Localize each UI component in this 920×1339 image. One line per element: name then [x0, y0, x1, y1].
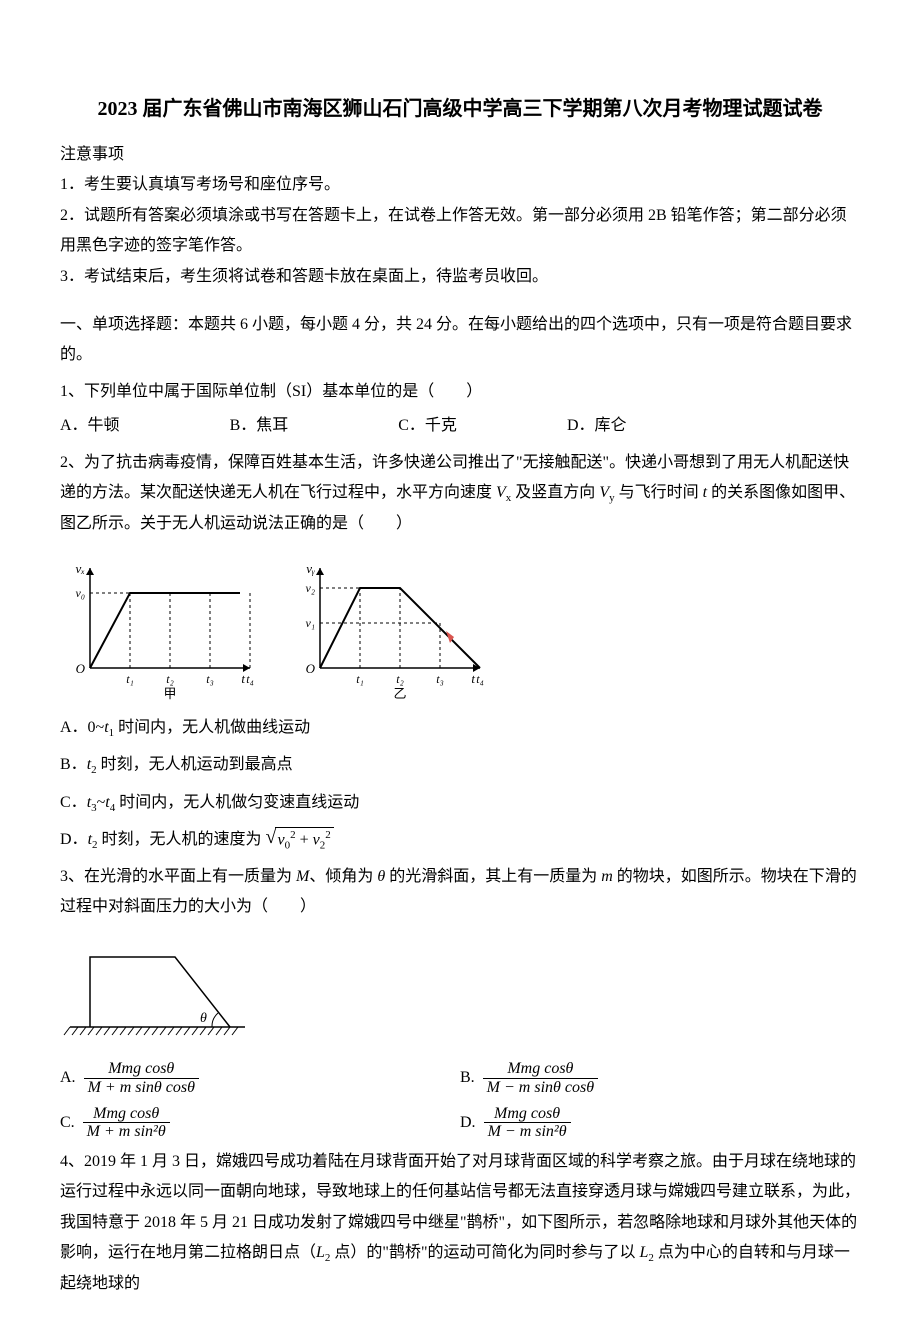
svg-text:t: t [241, 671, 245, 686]
q3a-num: Mmg cosθ [104, 1060, 178, 1078]
q2b-post: 时刻，无人机运动到最高点 [97, 756, 293, 773]
q3d-frac: Mmg cosθ M − m sin²θ [484, 1105, 571, 1141]
q1-opt-d: D．库仑 [567, 411, 627, 441]
svg-text:v₁: v₁ [306, 616, 316, 630]
notice-item-1: 1．考生要认真填写考场号和座位序号。 [60, 170, 860, 200]
q3b-label: B. [460, 1063, 475, 1093]
q2-mid1: 及竖直方向 [511, 484, 599, 501]
q2d-v2: v [313, 831, 320, 848]
svg-text:vᵧ: vᵧ [306, 561, 315, 576]
svg-text:O: O [76, 661, 86, 676]
q2d-v0: v [278, 831, 285, 848]
question-2-text: 2、为了抗击病毒疫情，保障百姓基本生活，许多快递公司推出了"无接触配送"。快递小… [60, 448, 860, 540]
q2d-plus: + [296, 831, 313, 848]
q1-opt-c: C．千克 [398, 411, 457, 441]
svg-text:v₀: v₀ [76, 586, 86, 600]
q3-opt-c: C. Mmg cosθ M + m sin²θ [60, 1105, 460, 1141]
q2d-pre: D． [60, 831, 88, 848]
svg-text:t₄: t₄ [246, 672, 254, 686]
q3d-label: D. [460, 1108, 476, 1138]
q3-m: m [601, 868, 613, 885]
q2d-v2-sq: 2 [325, 829, 331, 841]
svg-text:O: O [306, 661, 316, 676]
q4-L2: L [316, 1244, 325, 1261]
q2d-v2-sub: 2 [320, 840, 326, 852]
question-3-text: 3、在光滑的水平面上有一质量为 M、倾角为 θ 的光滑斜面，其上有一质量为 m … [60, 862, 860, 923]
q3c-frac: Mmg cosθ M + m sin²θ [83, 1105, 170, 1141]
q3b-num: Mmg cosθ [503, 1060, 577, 1078]
q2-opt-d: D．t2 时刻，无人机的速度为 √ v02 + v22 [60, 825, 860, 856]
svg-text:t₃: t₃ [206, 672, 214, 686]
svg-text:t₁: t₁ [126, 672, 134, 686]
incline-figure: θ [60, 932, 860, 1052]
q2-mid2: 与飞行时间 [615, 484, 703, 501]
q1-opt-a: A．牛顿 [60, 411, 120, 441]
q3a-label: A. [60, 1063, 76, 1093]
notice-item-2: 2．试题所有答案必须填涂或书写在答题卡上，在试卷上作答无效。第一部分必须用 2B… [60, 201, 860, 262]
q2-chart-row: vₓ t Ov₀ t₁ t₂ t₃ t₄ 甲 vᵧ t Ov₂ v₁ t₁ t₂ t₃ t₄ 乙 [60, 553, 860, 703]
svg-text:t₄: t₄ [476, 672, 484, 686]
q2a-pre: A．0~ [60, 719, 104, 736]
q2c-pre: C． [60, 794, 87, 811]
q2a-post: 时间内，无人机做曲线运动 [114, 719, 310, 736]
q2-vx: V [496, 484, 506, 501]
q3-opt-b: B. Mmg cosθ M − m sinθ cosθ [460, 1060, 860, 1096]
q3a-den: M + m sinθ cosθ [84, 1078, 199, 1097]
q3-mid1: 、倾角为 [309, 868, 377, 885]
q2b-pre: B． [60, 756, 87, 773]
svg-text:t₁: t₁ [356, 672, 364, 686]
svg-text:t₃: t₃ [436, 672, 444, 686]
q3-options-grid: A. Mmg cosθ M + m sinθ cosθ B. Mmg cosθ … [60, 1060, 860, 1140]
q3-opt-a: A. Mmg cosθ M + m sinθ cosθ [60, 1060, 460, 1096]
svg-text:vₓ: vₓ [76, 561, 86, 576]
q2c-post: 时间内，无人机做匀变速直线运动 [115, 794, 359, 811]
chart-right: vᵧ t Ov₂ v₁ t₁ t₂ t₃ t₄ 乙 [290, 553, 490, 703]
q2c-mid: ~ [97, 794, 106, 811]
q2-opt-b: B．t2 时刻，无人机运动到最高点 [60, 750, 860, 781]
q3a-frac: Mmg cosθ M + m sinθ cosθ [84, 1060, 199, 1096]
q2d-post: 时刻，无人机的速度为 [98, 831, 262, 848]
question-1-options: A．牛顿 B．焦耳 C．千克 D．库仑 [60, 411, 860, 441]
q3-mid2: 的光滑斜面，其上有一质量为 [385, 868, 601, 885]
svg-text:v₂: v₂ [306, 581, 316, 595]
notice-heading: 注意事项 [60, 140, 860, 170]
q2d-v0-sub: 0 [285, 840, 291, 852]
q3d-den: M − m sin²θ [484, 1122, 571, 1141]
q4-mid: 点）的"鹊桥"的运动可简化为同时参与了以 [330, 1244, 639, 1261]
svg-text:t₂: t₂ [166, 672, 174, 686]
q3d-num: Mmg cosθ [490, 1105, 564, 1123]
q3b-frac: Mmg cosθ M − m sinθ cosθ [483, 1060, 598, 1096]
svg-text:乙: 乙 [393, 686, 406, 701]
q3c-den: M + m sin²θ [83, 1122, 170, 1141]
q3-pre: 3、在光滑的水平面上有一质量为 [60, 868, 296, 885]
q2d-sqrt-body: v02 + v22 [275, 827, 334, 853]
q3b-den: M − m sinθ cosθ [483, 1078, 598, 1097]
q3c-num: Mmg cosθ [89, 1105, 163, 1123]
svg-text:t: t [471, 671, 475, 686]
q2d-sqrt: √ v02 + v22 [266, 827, 334, 853]
section-1-heading: 一、单项选择题：本题共 6 小题，每小题 4 分，共 24 分。在每小题给出的四… [60, 310, 860, 371]
svg-text:θ: θ [200, 1011, 207, 1026]
q1-opt-b: B．焦耳 [230, 411, 289, 441]
svg-text:t₂: t₂ [396, 672, 404, 686]
notice-item-3: 3．考试结束后，考生须将试卷和答题卡放在桌面上，待监考员收回。 [60, 262, 860, 292]
exam-title: 2023 届广东省佛山市南海区狮山石门高级中学高三下学期第八次月考物理试题试卷 [60, 90, 860, 128]
svg-text:甲: 甲 [163, 686, 176, 701]
q2-opt-a: A．0~t1 时间内，无人机做曲线运动 [60, 713, 860, 744]
q3c-label: C. [60, 1108, 75, 1138]
q2-opt-c: C．t3~t4 时间内，无人机做匀变速直线运动 [60, 788, 860, 819]
question-1-text: 1、下列单位中属于国际单位制（SI）基本单位的是（ ） [60, 377, 860, 407]
q2-vy: V [599, 484, 609, 501]
chart-left: vₓ t Ov₀ t₁ t₂ t₃ t₄ 甲 [60, 553, 260, 703]
question-4-text: 4、2019 年 1 月 3 日，嫦娥四号成功着陆在月球背面开始了对月球背面区域… [60, 1147, 860, 1300]
q3-opt-d: D. Mmg cosθ M − m sin²θ [460, 1105, 860, 1141]
q3-M: M [296, 868, 309, 885]
